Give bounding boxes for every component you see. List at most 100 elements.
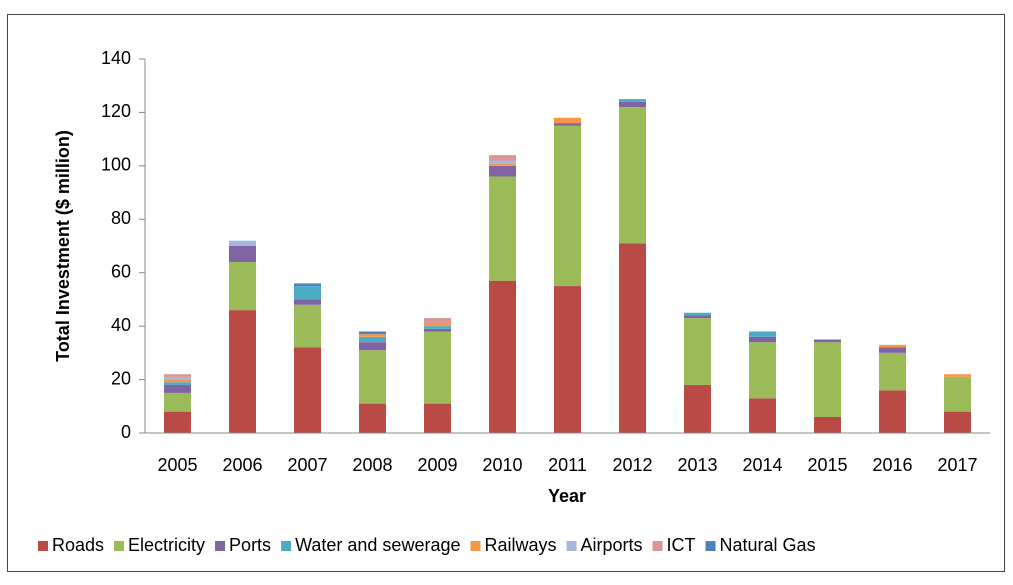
bar-segment [879,352,906,391]
bar-segment [424,326,451,329]
x-tick-label: 2009 [417,455,457,475]
bar-segment [489,176,516,281]
bar-segment [229,310,256,433]
bar-segment [619,101,646,108]
bar-segment [229,240,256,246]
bar-segment [164,379,191,383]
bar-segment [814,342,841,417]
x-tick-label: 2013 [677,455,717,475]
bar-segment [684,318,711,385]
bar-segment [489,155,516,161]
bar-segment [879,347,906,353]
bar-segment [554,117,581,124]
legend-label: Roads [52,535,104,555]
x-tick-label: 2007 [287,455,327,475]
bar-segment [359,403,386,433]
legend-label: ICT [667,535,696,555]
bar-segment [684,312,711,316]
bar-segment [424,323,451,327]
x-tick-label: 2017 [937,455,977,475]
bar-segment [879,390,906,433]
bar-segment [619,99,646,102]
bar-segment [424,403,451,433]
y-tick-label: 100 [101,155,131,175]
legend-label: Railways [484,535,556,555]
x-tick-label: 2012 [612,455,652,475]
bar-segment [619,243,646,433]
legend-swatch [114,541,125,551]
bar-segment [749,336,776,343]
legend-label: Ports [229,535,271,555]
bar-segment [424,331,451,404]
bar-segment [229,246,256,263]
legend-swatch [281,541,292,551]
y-tick-label: 0 [121,422,131,442]
bar-segment [684,384,711,433]
bar-segment [619,107,646,244]
bar-segment [749,398,776,433]
bar-segment [424,318,451,324]
legend-label: Water and sewerage [295,535,460,555]
bar-segment [164,374,191,377]
legend-label: Electricity [128,535,205,555]
bar-segment [359,350,386,404]
bar-segment [294,304,321,348]
bar-segment [164,376,191,380]
x-tick-label: 2006 [222,455,262,475]
bar-segment [294,286,321,300]
bar-segment [684,315,711,319]
bar-segment [554,125,581,287]
legend-swatch [705,541,716,551]
bar-segment [164,384,191,393]
bar-segment [944,376,971,412]
x-tick-label: 2005 [157,455,197,475]
legend-swatch [652,541,663,551]
bar-segment [944,374,971,377]
y-tick-label: 120 [101,101,131,121]
x-tick-label: 2016 [872,455,912,475]
legend-swatch [566,541,577,551]
legend-swatch [38,541,48,551]
bar-segment [749,342,776,399]
bar-segment [294,283,321,287]
bar-segment [944,411,971,433]
bar-segment [359,342,386,351]
bar-segment [359,336,386,343]
bar-segment [164,411,191,433]
y-tick-label: 140 [101,48,131,68]
bar-segment [489,165,516,177]
x-tick-label: 2015 [807,455,847,475]
bar-segment [164,382,191,385]
bar-segment [554,286,581,433]
x-tick-label: 2011 [548,455,587,475]
x-tick-label: 2008 [352,455,392,475]
legend-swatch [470,541,481,551]
y-axis-label: Total Investment ($ million) [53,130,73,362]
x-tick-label: 2010 [482,455,522,475]
bar-segment [489,280,516,433]
bar-segment [164,392,191,412]
legend-label: Natural Gas [720,535,816,555]
legend-label: Airports [581,535,643,555]
legend-swatch [215,541,226,551]
bar-segment [294,347,321,433]
bar-segment [294,299,321,305]
y-tick-label: 40 [111,315,131,335]
y-tick-label: 60 [111,261,131,281]
bar-segment [814,416,841,433]
y-tick-label: 80 [111,208,131,228]
x-axis-label: Year [548,486,586,506]
bar-segment [359,331,386,335]
bar-segment [749,331,776,337]
bar-segment [879,344,906,348]
bar-segment [814,339,841,343]
x-tick-label: 2014 [742,455,782,475]
bar-segment [489,160,516,164]
bar-segment [229,262,256,311]
bar-segment [424,328,451,332]
bar-segment [554,123,581,126]
bar-segment [359,334,386,337]
bar-segment [489,163,516,166]
y-tick-label: 20 [111,368,131,388]
